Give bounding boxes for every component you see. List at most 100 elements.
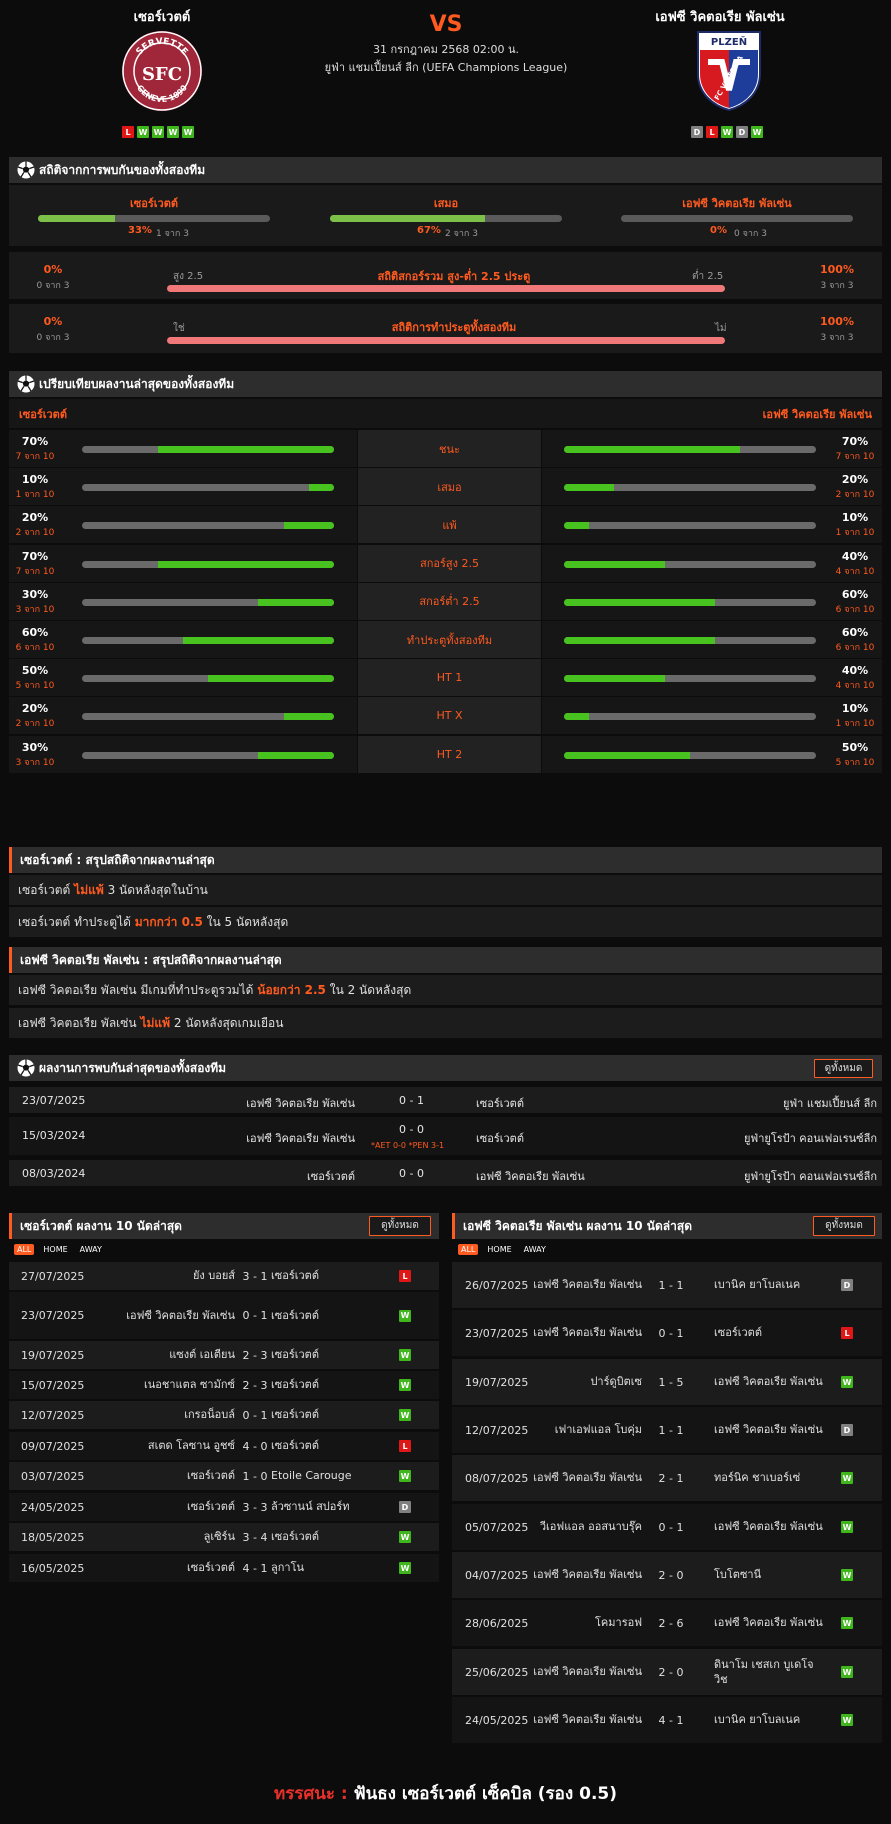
result-row[interactable]: 16/05/2025 เซอร์เวตต์ 4 - 1 ลูกาโน W	[9, 1554, 439, 1582]
away-team[interactable]: เซอร์เวตต์	[271, 1408, 319, 1422]
away-team[interactable]: เซอร์เวตต์	[271, 1269, 319, 1283]
result-row[interactable]: 12/07/2025 เกรอน็อบล์ 0 - 1 เซอร์เวตต์ W	[9, 1401, 439, 1429]
league-name[interactable]: ยูฟ่า แชมเปี้ยนส์ ลีก	[782, 1097, 877, 1110]
away-team[interactable]: ดินาโม เชสเก บูเดโจวิช	[714, 1657, 814, 1686]
home-team[interactable]: เอฟซี วิคตอเรีย พัลเซ่น	[533, 1471, 642, 1485]
home-team[interactable]: เอฟซี วิคตอเรีย พัลเซ่น	[533, 1568, 642, 1582]
home-team[interactable]: วีเอฟแอล ออสนาบรุ๊ค	[539, 1520, 642, 1534]
result-row[interactable]: 25/06/2025 เอฟซี วิคตอเรีย พัลเซ่น 2 - 0 ดิ…	[452, 1649, 882, 1695]
away-team[interactable]: เซอร์เวตต์	[271, 1530, 319, 1544]
league-name[interactable]: ยูฟ่ายูโรป้า คอนเฟอเรนซ์ลีก	[743, 1132, 877, 1145]
tab-all[interactable]: ALL	[14, 1244, 35, 1255]
tab-home[interactable]: HOME	[43, 1245, 68, 1254]
match-date: 16/05/2025	[21, 1561, 85, 1575]
away-team[interactable]: Etoile Carouge	[271, 1469, 352, 1483]
h2h-see-all-button[interactable]: ดูทั้งหมด	[814, 1059, 873, 1078]
home-team[interactable]: เอฟซี วิคตอเรีย พัลเซ่น	[533, 1713, 642, 1727]
home-team-name[interactable]: เซอร์เวตต์	[133, 10, 191, 25]
away-team[interactable]: เบานิค ยาโบลเนค	[714, 1713, 801, 1727]
home-team[interactable]: เอฟซี วิคตอเรีย พัลเซ่น	[533, 1278, 642, 1292]
result-row[interactable]: 19/07/2025 แซงต์ เอเตียน 2 - 3 เซอร์เวตต์ W	[9, 1341, 439, 1369]
result-row[interactable]: 09/07/2025 สเตด โลซาน อูชซ์ 4 - 0 เซอร์เวตต…	[9, 1432, 439, 1460]
home-team[interactable]: เอฟซี วิคตอเรีย พัลเซ่น	[246, 1132, 355, 1145]
tab-home[interactable]: HOME	[487, 1245, 512, 1254]
result-row[interactable]: 23/07/2025 เอฟซี วิคตอเรีย พัลเซ่น 0 - 1 เซ…	[9, 1292, 439, 1339]
result-row[interactable]: 23/07/2025 เอฟซี วิคตอเรีย พัลเซ่น 0 - 1 เซ…	[452, 1310, 882, 1356]
h2h-row[interactable]: 08/03/2024 เซอร์เวตต์ 0 - 0 เอฟซี วิคตอเรีย…	[9, 1160, 882, 1186]
away-team[interactable]: เอฟซี วิคตอเรีย พัลเซ่น	[714, 1616, 823, 1630]
result-row[interactable]: 12/07/2025 เฟาเอฟแอล โบคุ่ม 1 - 1 เอฟซี วิค…	[452, 1407, 882, 1453]
home-stat-sub: 1 จาก 10	[15, 490, 55, 501]
tab-all[interactable]: ALL	[458, 1244, 479, 1255]
result-row[interactable]: 08/07/2025 เอฟซี วิคตอเรีย พัลเซ่น 2 - 1 ทอ…	[452, 1455, 882, 1501]
home-team[interactable]: เอฟซี วิคตอเรีย พัลเซ่น	[246, 1097, 355, 1110]
home-team[interactable]: โคมารอฟ	[595, 1616, 642, 1630]
compare-row-label: HT X	[358, 697, 541, 735]
away-team-logo[interactable]: PLZEŇ FC VIKTORIA	[692, 28, 766, 112]
away-team[interactable]: เซอร์เวตต์	[271, 1308, 319, 1322]
away-team[interactable]: เซอร์เวตต์	[271, 1378, 319, 1392]
home-team[interactable]: สเตด โลซาน อูชซ์	[147, 1439, 235, 1453]
away-team[interactable]: เอฟซี วิคตอเรีย พัลเซ่น	[714, 1520, 823, 1534]
away-team[interactable]: ล้วซานน์ สปอร์ท	[271, 1500, 350, 1514]
away-team[interactable]: เซอร์เวตต์	[476, 1132, 524, 1145]
result-badge: W	[399, 1349, 411, 1361]
home-team[interactable]: เซอร์เวตต์	[187, 1561, 235, 1575]
compare-row-label: เสมอ	[358, 468, 541, 506]
recent-home-see-all-button[interactable]: ดูทั้งหมด	[369, 1216, 431, 1236]
form-badge: L	[706, 126, 718, 138]
match-score: 0 - 1	[242, 1408, 268, 1422]
result-row[interactable]: 27/07/2025 ยัง บอยส์ 3 - 1 เซอร์เวตต์ L	[9, 1262, 439, 1290]
home-team[interactable]: เนอชาแตล ซามักซ์	[143, 1378, 235, 1392]
home-team[interactable]: ปาร์ดูบิตเซ	[590, 1375, 642, 1389]
tab-away[interactable]: AWAY	[523, 1245, 546, 1254]
home-team[interactable]: เอฟซี วิคตอเรีย พัลเซ่น	[533, 1326, 642, 1340]
away-team[interactable]: เซอร์เวตต์	[271, 1439, 319, 1453]
match-score: 2 - 0	[658, 1568, 684, 1582]
away-team[interactable]: เอฟซี วิคตอเรีย พัลเซ่น	[476, 1170, 585, 1183]
summary-text: เอฟซี วิคตอเรีย พัลเซ่น	[18, 1016, 137, 1030]
home-team[interactable]: เซอร์เวตต์	[187, 1469, 235, 1483]
home-stat-panel: 30% 3 จาก 10	[9, 582, 357, 620]
result-row[interactable]: 03/07/2025 เซอร์เวตต์ 1 - 0 Etoile Carouge W	[9, 1462, 439, 1490]
compare-away-name[interactable]: เอฟซี วิคตอเรีย พัลเซ่น	[762, 408, 872, 421]
away-team[interactable]: ทอร์นิค ชาเบอร์เซ่	[714, 1471, 801, 1485]
home-team-logo[interactable]: SERVETTE GENEVE 1890 SFC	[121, 30, 203, 112]
home-team[interactable]: เซอร์เวตต์	[307, 1170, 355, 1183]
away-team[interactable]: เซอร์เวตต์	[476, 1097, 524, 1110]
result-row[interactable]: 26/07/2025 เอฟซี วิคตอเรีย พัลเซ่น 1 - 1 เบ…	[452, 1262, 882, 1308]
home-team[interactable]: ลูเซิร์น	[203, 1530, 235, 1544]
compare-home-name[interactable]: เซอร์เวตต์	[19, 408, 67, 421]
result-row[interactable]: 24/05/2025 เซอร์เวตต์ 3 - 3 ล้วซานน์ สปอร์ท…	[9, 1493, 439, 1521]
home-team[interactable]: เกรอน็อบล์	[184, 1408, 235, 1422]
h2h-row[interactable]: 15/03/2024 เอฟซี วิคตอเรีย พัลเซ่น 0 - 0 เซ…	[9, 1117, 882, 1155]
away-team[interactable]: เซอร์เวตต์	[714, 1326, 762, 1340]
home-team[interactable]: เอฟซี วิคตอเรีย พัลเซ่น	[126, 1308, 235, 1322]
league-name[interactable]: ยูฟ่ายูโรป้า คอนเฟอเรนซ์ลีก	[743, 1170, 877, 1183]
result-row[interactable]: 19/07/2025 ปาร์ดูบิตเซ 1 - 5 เอฟซี วิคตอเรี…	[452, 1359, 882, 1405]
bar-fill	[208, 675, 334, 683]
away-team[interactable]: เอฟซี วิคตอเรีย พัลเซ่น	[714, 1423, 823, 1437]
away-team-name[interactable]: เอฟซี วิคตอเรีย พัลเซ่น	[655, 10, 785, 25]
result-row[interactable]: 28/06/2025 โคมารอฟ 2 - 6 เอฟซี วิคตอเรีย พั…	[452, 1600, 882, 1646]
home-team[interactable]: แซงต์ เอเตียน	[169, 1348, 235, 1362]
away-team[interactable]: โบโตซานี	[714, 1568, 762, 1582]
result-row[interactable]: 18/05/2025 ลูเซิร์น 3 - 4 เซอร์เวตต์ W	[9, 1523, 439, 1551]
away-team[interactable]: เบานิค ยาโบลเนค	[714, 1278, 801, 1292]
away-team[interactable]: เซอร์เวตต์	[271, 1348, 319, 1362]
away-team[interactable]: ลูกาโน	[271, 1561, 305, 1575]
home-team[interactable]: เซอร์เวตต์	[187, 1500, 235, 1514]
league-name[interactable]: ยูฟ่า แชมเปี้ยนส์ ลีก (UEFA Champions Le…	[324, 61, 568, 74]
result-row[interactable]: 24/05/2025 เอฟซี วิคตอเรีย พัลเซ่น 4 - 1 เบ…	[452, 1697, 882, 1743]
bar-fill	[564, 446, 741, 453]
result-row[interactable]: 04/07/2025 เอฟซี วิคตอเรีย พัลเซ่น 2 - 0 โบ…	[452, 1552, 882, 1598]
result-row[interactable]: 05/07/2025 วีเอฟแอล ออสนาบรุ๊ค 0 - 1 เอฟซี …	[452, 1504, 882, 1550]
result-row[interactable]: 15/07/2025 เนอชาแตล ซามักซ์ 2 - 3 เซอร์เวตต…	[9, 1371, 439, 1399]
home-team[interactable]: ยัง บอยส์	[192, 1269, 235, 1283]
away-team[interactable]: เอฟซี วิคตอเรีย พัลเซ่น	[714, 1375, 823, 1389]
tab-away[interactable]: AWAY	[79, 1245, 102, 1254]
home-team[interactable]: เอฟซี วิคตอเรีย พัลเซ่น	[533, 1665, 642, 1679]
h2h-row[interactable]: 23/07/2025 เอฟซี วิคตอเรีย พัลเซ่น 0 - 1 เซ…	[9, 1087, 882, 1113]
recent-away-see-all-button[interactable]: ดูทั้งหมด	[813, 1216, 875, 1236]
home-team[interactable]: เฟาเอฟแอล โบคุ่ม	[554, 1423, 642, 1437]
